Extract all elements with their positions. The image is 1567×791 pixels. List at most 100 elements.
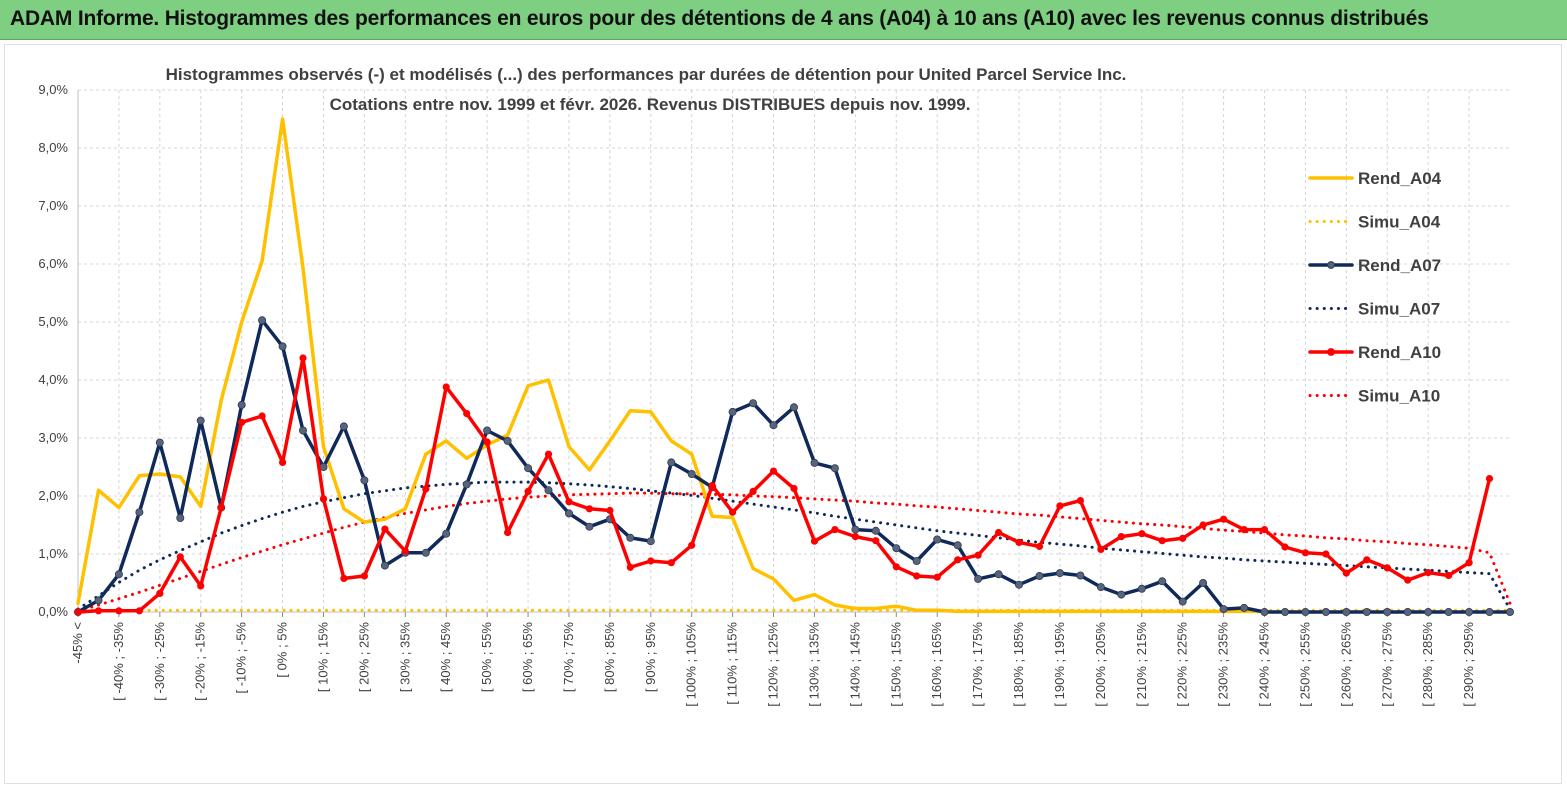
point-rend-a10 bbox=[1281, 543, 1289, 551]
point-rend-a07 bbox=[1199, 579, 1208, 588]
point-rend-a10 bbox=[790, 484, 798, 493]
point-rend-a07 bbox=[1015, 580, 1024, 589]
point-rend-a07 bbox=[1403, 608, 1412, 617]
point-rend-a07 bbox=[1424, 608, 1433, 617]
x-tick-label: [ 120% ; 125% bbox=[766, 622, 781, 707]
point-rend-a10 bbox=[728, 508, 737, 516]
point-rend-a10 bbox=[1097, 545, 1105, 554]
point-rend-a10 bbox=[217, 503, 225, 512]
point-rend-a10 bbox=[1404, 576, 1412, 584]
point-rend-a10 bbox=[156, 589, 164, 598]
chart-subtitle: Cotations entre nov. 1999 et févr. 2026.… bbox=[330, 95, 971, 114]
point-rend-a07 bbox=[1240, 603, 1249, 612]
x-tick-label: [ 40% ; 45% bbox=[438, 622, 453, 693]
point-rend-a07 bbox=[1076, 571, 1085, 580]
point-rend-a07 bbox=[769, 421, 778, 430]
x-tick-label: [ 260% ; 265% bbox=[1338, 622, 1353, 707]
x-tick-label: [ 110% ; 115% bbox=[725, 622, 740, 705]
point-rend-a07 bbox=[565, 509, 574, 518]
point-rend-a10 bbox=[1342, 569, 1350, 577]
y-tick-label: 0,0% bbox=[38, 604, 68, 619]
point-rend-a10 bbox=[1363, 556, 1371, 564]
point-rend-a10 bbox=[299, 354, 307, 362]
point-rend-a07 bbox=[1158, 577, 1167, 586]
point-rend-a07 bbox=[114, 570, 123, 579]
point-rend-a10 bbox=[831, 525, 839, 534]
point-rend-a10 bbox=[606, 506, 614, 515]
legend-label-rend-a04: Rend_A04 bbox=[1358, 169, 1442, 188]
point-rend-a07 bbox=[1281, 608, 1290, 617]
point-rend-a10 bbox=[1015, 538, 1023, 547]
point-rend-a10 bbox=[626, 563, 634, 571]
y-tick-label: 5,0% bbox=[38, 314, 68, 329]
point-rend-a07 bbox=[196, 416, 205, 425]
point-rend-a07 bbox=[1485, 608, 1494, 617]
point-rend-a10 bbox=[360, 572, 368, 580]
x-tick-label: [ 80% ; 85% bbox=[602, 622, 617, 693]
y-tick-label: 8,0% bbox=[38, 140, 68, 155]
y-tick-label: 1,0% bbox=[38, 546, 68, 561]
point-rend-a10 bbox=[933, 573, 941, 581]
series-lines bbox=[74, 117, 1515, 617]
chart-frame bbox=[4, 44, 1562, 784]
point-rend-a07 bbox=[1035, 572, 1044, 581]
series-line-rend-a07 bbox=[76, 318, 1512, 614]
x-tick-label: [ 60% ; 65% bbox=[520, 622, 535, 693]
legend-label-simu-a07: Simu_A07 bbox=[1358, 300, 1440, 319]
point-rend-a10 bbox=[565, 498, 573, 506]
point-rend-a07 bbox=[667, 458, 676, 467]
x-tick-label: [ 0% ; 5% bbox=[275, 622, 290, 678]
point-rend-a10 bbox=[1056, 502, 1064, 510]
banner-title: ADAM Informe. Histogrammes des performan… bbox=[10, 7, 1429, 30]
y-tick-label: 7,0% bbox=[38, 198, 68, 213]
grid bbox=[78, 89, 1510, 612]
x-tick-label: [ 230% ; 235% bbox=[1216, 622, 1231, 707]
point-rend-a10 bbox=[258, 412, 266, 420]
point-rend-a07 bbox=[1465, 608, 1474, 617]
point-rend-a07 bbox=[237, 400, 246, 409]
x-tick-label: [ 30% ; 35% bbox=[397, 622, 412, 693]
x-tick-label: [ -30% ; -25% bbox=[152, 622, 167, 701]
point-rend-a10 bbox=[1485, 474, 1494, 483]
point-rend-a07 bbox=[1321, 608, 1330, 617]
x-tick-label: [ 280% ; 285% bbox=[1420, 622, 1435, 707]
point-rend-a07 bbox=[483, 426, 492, 435]
x-tick-label: [ -10% ; -5% bbox=[234, 622, 249, 694]
x-tick-label: [ 140% ; 145% bbox=[847, 622, 862, 707]
point-rend-a10 bbox=[176, 553, 184, 561]
point-rend-a10 bbox=[1260, 525, 1269, 534]
x-tick-label: [ -40% ; -35% bbox=[111, 622, 126, 701]
point-rend-a10 bbox=[851, 532, 860, 541]
x-tick-label: [ 290% ; 295% bbox=[1461, 622, 1476, 707]
point-rend-a10 bbox=[524, 487, 532, 495]
point-rend-a10 bbox=[1383, 564, 1391, 572]
point-rend-a10 bbox=[340, 574, 348, 583]
x-tick-label: -45% < bbox=[70, 622, 85, 664]
point-rend-a07 bbox=[953, 541, 962, 550]
series-line-simu-a07 bbox=[76, 480, 1512, 611]
point-rend-a07 bbox=[442, 529, 451, 538]
point-rend-a07 bbox=[810, 458, 819, 467]
point-rend-a07 bbox=[462, 480, 471, 489]
series-line-simu-a10 bbox=[76, 491, 1512, 613]
legend: Rend_A04 Simu_A04 Rend_A07 Simu_A07 Rend_A10… bbox=[1308, 169, 1442, 406]
point-rend-a07 bbox=[585, 522, 594, 531]
y-tick-label: 2,0% bbox=[38, 488, 68, 503]
x-tick-label: [ 50% ; 55% bbox=[479, 622, 494, 693]
x-tick-label: [ 20% ; 25% bbox=[356, 622, 371, 693]
point-rend-a07 bbox=[1219, 605, 1228, 614]
point-rend-a10 bbox=[442, 383, 450, 391]
point-rend-a10 bbox=[1240, 525, 1248, 534]
y-tick-label: 4,0% bbox=[38, 372, 68, 387]
point-rend-a07 bbox=[155, 438, 164, 447]
point-rend-a07 bbox=[1096, 583, 1105, 592]
point-rend-a07 bbox=[728, 407, 737, 416]
point-rend-a10 bbox=[544, 450, 553, 458]
x-tick-label: [ 10% ; 15% bbox=[315, 622, 330, 693]
point-rend-a07 bbox=[339, 422, 348, 431]
point-rend-a10 bbox=[994, 528, 1003, 537]
x-tick-label: [ 70% ; 75% bbox=[561, 622, 576, 693]
x-tick-label: [ 270% ; 275% bbox=[1379, 622, 1394, 707]
point-rend-a07 bbox=[1362, 608, 1371, 617]
point-rend-a10 bbox=[1465, 559, 1473, 567]
